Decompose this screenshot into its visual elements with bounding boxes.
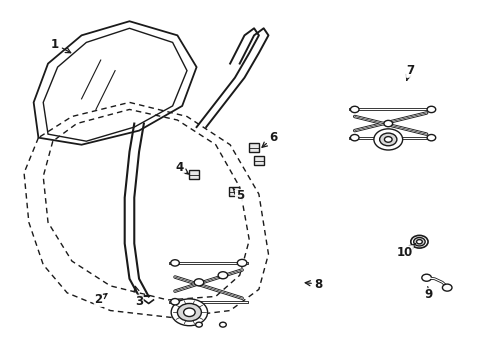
Text: 9: 9 <box>424 287 432 301</box>
Circle shape <box>426 135 435 141</box>
Circle shape <box>170 260 179 266</box>
Circle shape <box>218 272 227 279</box>
Circle shape <box>237 259 246 266</box>
Circle shape <box>373 129 402 150</box>
Circle shape <box>442 284 451 291</box>
Text: 1: 1 <box>51 38 71 53</box>
Circle shape <box>350 106 358 113</box>
Circle shape <box>350 135 358 141</box>
Text: 3: 3 <box>134 286 143 308</box>
Circle shape <box>410 235 427 248</box>
Circle shape <box>177 303 201 321</box>
Circle shape <box>413 238 424 246</box>
Text: 5: 5 <box>233 188 244 202</box>
Circle shape <box>416 240 422 244</box>
Circle shape <box>383 120 392 127</box>
Circle shape <box>195 322 202 327</box>
Text: 10: 10 <box>396 243 415 259</box>
Circle shape <box>194 279 203 286</box>
FancyBboxPatch shape <box>254 156 263 165</box>
Circle shape <box>379 133 396 146</box>
Circle shape <box>421 274 430 281</box>
Circle shape <box>384 136 391 142</box>
FancyBboxPatch shape <box>248 143 259 152</box>
FancyBboxPatch shape <box>229 187 238 195</box>
Text: 2: 2 <box>94 293 107 306</box>
Text: 8: 8 <box>305 278 322 291</box>
FancyBboxPatch shape <box>188 170 199 179</box>
Circle shape <box>426 106 435 113</box>
Circle shape <box>183 308 195 316</box>
Text: 7: 7 <box>405 64 413 81</box>
Circle shape <box>171 299 207 326</box>
Circle shape <box>219 322 226 327</box>
Text: 4: 4 <box>175 161 188 174</box>
Circle shape <box>170 298 179 305</box>
Text: 6: 6 <box>262 131 277 147</box>
